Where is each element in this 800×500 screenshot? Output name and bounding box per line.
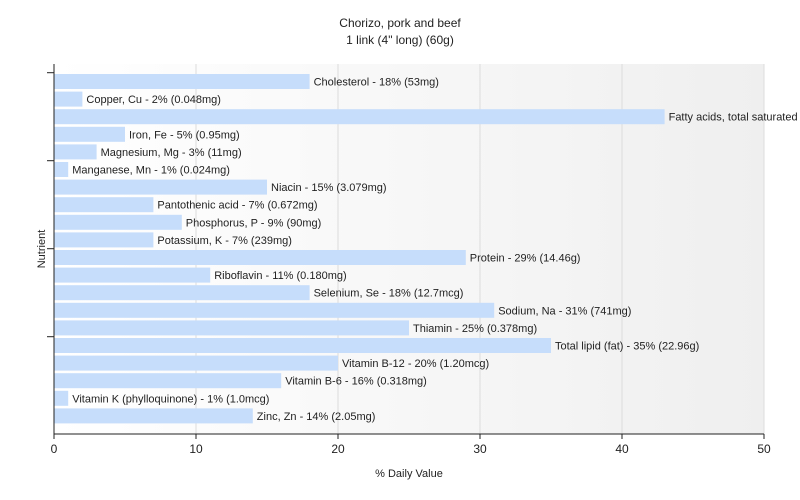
bar	[54, 214, 182, 230]
bar	[54, 232, 154, 248]
bar-label: Magnesium, Mg - 3% (11mg)	[101, 147, 242, 159]
bar-label: Manganese, Mn - 1% (0.024mg)	[72, 165, 230, 177]
bar	[54, 390, 69, 406]
bar-label: Riboflavin - 11% (0.180mg)	[214, 270, 346, 282]
x-tick-label: 20	[331, 442, 345, 456]
bar	[54, 91, 83, 107]
x-axis-label: % Daily Value	[375, 468, 443, 480]
x-tick-label: 30	[473, 442, 487, 456]
gridlines	[195, 64, 765, 434]
bar-label: Fatty acids, total saturated - 43% (8.62…	[669, 112, 800, 124]
bar-label: Iron, Fe - 5% (0.95mg)	[129, 129, 240, 141]
bar-label: Vitamin B-6 - 16% (0.318mg)	[285, 376, 427, 388]
bar-label: Zinc, Zn - 14% (2.05mg)	[257, 411, 376, 423]
bar-label: Protein - 29% (14.46g)	[470, 253, 581, 265]
chart-title: Chorizo, pork and beef	[339, 16, 461, 30]
bar-label: Selenium, Se - 18% (12.7mcg)	[314, 288, 464, 300]
bar-label: Copper, Cu - 2% (0.048mg)	[86, 94, 221, 106]
bar-label: Thiamin - 25% (0.378mg)	[413, 323, 537, 335]
bar-label: Phosphorus, P - 9% (90mg)	[186, 217, 322, 229]
bar	[54, 267, 211, 283]
bar-label: Vitamin K (phylloquinone) - 1% (1.0mcg)	[72, 393, 269, 405]
bar-label: Cholesterol - 18% (53mg)	[314, 77, 439, 89]
x-axis-ticks: 0 10 20 30 40 50	[51, 434, 771, 456]
plot-background	[54, 64, 764, 434]
bar	[54, 144, 97, 160]
bar	[54, 179, 267, 195]
bar	[54, 373, 282, 389]
x-tick-label: 0	[51, 442, 58, 456]
bar-label: Niacin - 15% (3.079mg)	[271, 182, 387, 194]
bar	[54, 320, 409, 336]
bar	[54, 109, 665, 125]
bar	[54, 285, 310, 301]
x-tick-label: 40	[615, 442, 629, 456]
y-axis-label: Nutrient	[36, 230, 48, 269]
bar	[54, 162, 69, 177]
bar	[54, 250, 466, 265]
bar	[54, 338, 551, 353]
bar	[54, 126, 125, 142]
bar	[54, 408, 253, 424]
bar	[54, 74, 310, 89]
bar-labels: Cholesterol - 18% (53mg) Copper, Cu - 2% …	[72, 77, 800, 423]
bar-label: Potassium, K - 7% (239mg)	[157, 235, 292, 247]
bar-label: Pantothenic acid - 7% (0.672mg)	[157, 200, 317, 212]
bar	[54, 197, 154, 213]
y-axis-ticks	[47, 72, 54, 338]
bar-label: Total lipid (fat) - 35% (22.96g)	[555, 341, 699, 353]
bar	[54, 355, 338, 371]
bar-label: Vitamin B-12 - 20% (1.20mcg)	[342, 358, 489, 370]
bars	[54, 74, 665, 424]
x-tick-label: 10	[189, 442, 203, 456]
bar-label: Sodium, Na - 31% (741mg)	[498, 305, 631, 317]
bar	[54, 302, 495, 318]
x-tick-label: 50	[757, 442, 771, 456]
chart-subtitle: 1 link (4" long) (60g)	[346, 33, 454, 47]
